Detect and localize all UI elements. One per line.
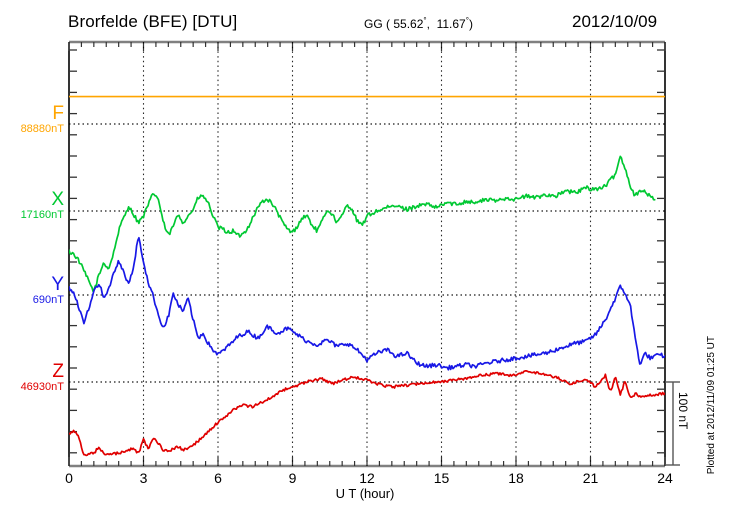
scale-bar (665, 381, 680, 466)
plotted-timestamp: Plotted at 2012/11/09 01:25 UT (706, 336, 717, 475)
series-layer (69, 155, 665, 457)
x-tick-label-3: 3 (139, 470, 148, 486)
x-tick-label-24: 24 (657, 470, 673, 486)
geo-latitude: 55.62 (393, 17, 424, 31)
x-axis-title: U T (hour) (335, 486, 395, 501)
x-tick-label-6: 6 (214, 470, 222, 486)
component-letter-z: Z (52, 361, 64, 382)
component-label-x: X 17160nT (0, 190, 64, 222)
component-baseline-y: 690nT (32, 294, 64, 306)
x-tick-label-9: 9 (288, 470, 297, 486)
component-label-y: Y 690nT (0, 275, 64, 307)
scale-bar-caption: 100 nT (676, 392, 690, 430)
component-letter-y: Y (51, 274, 64, 295)
degree-symbol-lon: ° (465, 16, 469, 25)
geo-label: GG (364, 17, 383, 31)
component-baseline-z: 46930nT (20, 381, 64, 393)
observation-date: 2012/10/09 (572, 12, 658, 31)
component-letter-x: X (51, 189, 64, 210)
component-letter-f: F (52, 103, 64, 124)
x-tick-label-21: 21 (582, 470, 599, 486)
geographic-coordinates: GG ( 55.62°, 11.67°) (364, 16, 473, 31)
component-baseline-f: 88880nT (20, 123, 64, 135)
x-tick-label-12: 12 (359, 470, 375, 486)
component-label-f: F 88880nT (0, 104, 64, 136)
station-title: Brorfelde (BFE) [DTU] (68, 12, 238, 31)
gridline-layer (142, 42, 592, 466)
degree-symbol-lat: ° (423, 16, 427, 25)
component-label-z: Z 46930nT (0, 362, 64, 394)
x-tick-label-15: 15 (433, 470, 450, 486)
geo-longitude: 11.67 (436, 17, 466, 31)
x-tick-label-0: 0 (65, 470, 73, 486)
x-tick-label-18: 18 (508, 470, 524, 486)
component-baseline-x: 17160nT (20, 209, 64, 221)
baseline-layer (69, 95, 665, 383)
